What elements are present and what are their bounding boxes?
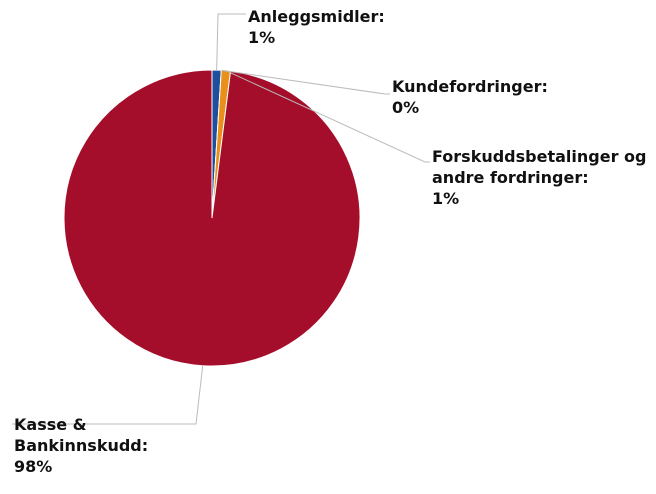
leader-line	[216, 13, 246, 71]
value-label: 1%	[432, 189, 460, 208]
value-label: 0%	[392, 98, 420, 117]
leader-line	[12, 365, 204, 425]
pie-slice	[63, 69, 361, 367]
slice-label: Kasse & Bankinnskudd: 98%	[14, 414, 174, 477]
slice-label: Forskuddsbetalinger og andre fordringer:…	[432, 146, 654, 209]
category-name: Kundefordringer:	[392, 77, 548, 96]
value-label: 98%	[14, 457, 53, 476]
leader-line	[225, 70, 430, 163]
slice-label: Kundefordringer: 0%	[392, 76, 612, 118]
slice-label: Anleggsmidler: 1%	[248, 6, 448, 48]
category-name: Forskuddsbetalinger og andre fordringer:	[432, 147, 647, 187]
leader-line	[221, 69, 390, 95]
category-name: Kasse & Bankinnskudd:	[14, 415, 149, 455]
category-name: Anleggsmidler:	[248, 7, 385, 26]
value-label: 1%	[248, 28, 276, 47]
